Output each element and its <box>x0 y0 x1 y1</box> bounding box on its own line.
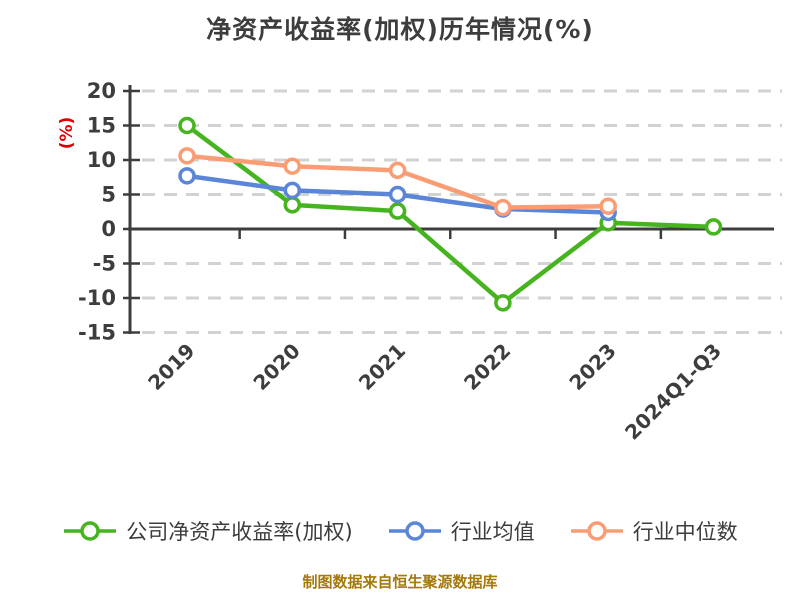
y-axis-label: (%) <box>57 117 77 150</box>
legend-label-industry-median: 行业中位数 <box>632 520 738 544</box>
series-line <box>184 123 716 306</box>
y-tick-label: 15 <box>87 114 116 138</box>
chart-legend: 公司净资产收益率(加权) 行业均值 行业中位数 <box>0 516 800 546</box>
data-point-marker <box>599 197 617 215</box>
data-point-marker <box>388 202 407 220</box>
y-tick-label: 20 <box>87 79 116 103</box>
y-tick-label: 5 <box>101 183 116 207</box>
data-point-marker <box>283 196 302 214</box>
y-tick-label: -5 <box>93 252 116 276</box>
data-point-marker <box>178 116 196 135</box>
data-source-note: 制图数据来自恒生聚源数据库 <box>302 573 498 591</box>
x-tick-label: 2020 <box>248 339 304 395</box>
legend-item-industry-median: 行业中位数 <box>569 516 738 546</box>
legend-item-industry-mean: 行业均值 <box>387 516 535 546</box>
data-point-marker <box>388 161 407 180</box>
y-tick-label: 10 <box>87 148 116 172</box>
legend-marker-orange-icon <box>570 521 623 541</box>
legend-marker-green-icon <box>64 521 117 541</box>
legend-item-company-roe: 公司净资产收益率(加权) <box>62 516 353 546</box>
line-chart: 20 15 10 5 0 -5 -10 -15 2019 2020 2021 2022 2023 2024… <box>57 79 782 445</box>
x-tick-label: 2022 <box>459 339 515 395</box>
data-point-marker <box>704 218 723 236</box>
chart-title: 净资产收益率(加权)历年情况(%) <box>206 15 594 44</box>
data-point-marker <box>494 294 512 312</box>
y-tick-label: -15 <box>78 321 116 345</box>
data-point-marker <box>283 181 302 200</box>
data-point-marker <box>283 157 302 175</box>
data-point-marker <box>494 198 512 217</box>
y-tick-label: -10 <box>78 286 116 310</box>
y-tick-label: 0 <box>101 217 116 241</box>
data-point-marker <box>388 185 407 204</box>
x-tick-label: 2021 <box>354 339 410 395</box>
data-point-marker <box>178 167 196 185</box>
x-tick-label: 2019 <box>143 339 199 395</box>
x-tick-label: 2024Q1-Q3 <box>620 339 726 445</box>
legend-label-industry-mean: 行业均值 <box>450 520 535 544</box>
x-tick-label: 2023 <box>564 339 620 395</box>
legend-label-company-roe: 公司净资产收益率(加权) <box>126 520 353 544</box>
data-point-marker <box>178 147 196 165</box>
legend-marker-blue-icon <box>388 521 441 541</box>
